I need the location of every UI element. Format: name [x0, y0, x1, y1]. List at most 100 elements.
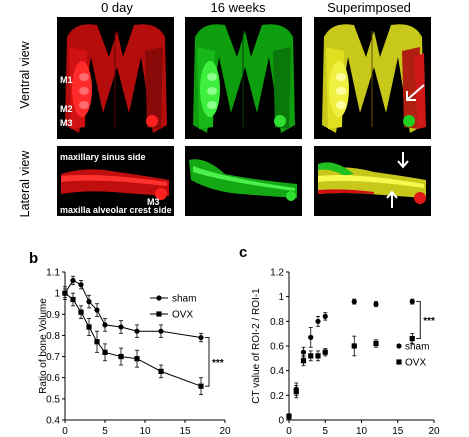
data-point [373, 301, 379, 307]
ventral-0day-render [65, 24, 167, 134]
y-tick-label: 0.5 [46, 394, 60, 405]
data-point [86, 324, 92, 330]
ventral-label-m2: M2 [60, 104, 73, 114]
significance-stars: *** [423, 316, 435, 327]
panel-letter-b: b [29, 250, 39, 267]
data-point [70, 296, 76, 303]
data-point [134, 356, 140, 362]
significance-stars: *** [212, 358, 224, 369]
legend-marker [396, 359, 402, 365]
data-point [351, 343, 357, 349]
x-tick-label: 15 [179, 426, 191, 437]
lateral-arrow-down-icon [397, 152, 409, 169]
data-point [286, 413, 292, 419]
ventral-16weeks-image [185, 17, 302, 139]
data-point [134, 328, 140, 334]
x-tick-label: 10 [356, 426, 368, 437]
row-label-ventral: Ventral view [18, 41, 32, 109]
data-point [198, 334, 204, 341]
data-point [158, 328, 164, 334]
data-point [300, 349, 307, 355]
legend-label: OVX [172, 310, 193, 321]
y-tick-label: 0.8 [270, 317, 284, 328]
lateral-superimposed-image [314, 146, 431, 216]
y-tick-label: 0.4 [270, 366, 284, 377]
data-point [198, 383, 204, 389]
series-ovx [286, 333, 415, 420]
y-axis-label: Ratio of bone Volume [38, 298, 49, 394]
data-point [78, 282, 84, 288]
significance-bracket [205, 337, 210, 387]
legend-label: sham [405, 342, 429, 353]
x-tick-label: 20 [428, 426, 440, 437]
x-tick-label: 0 [62, 426, 68, 437]
data-point [62, 290, 68, 296]
y-tick-label: 1.1 [46, 268, 60, 279]
data-point [78, 309, 84, 315]
data-point [409, 336, 415, 342]
x-tick-label: 5 [102, 426, 108, 437]
data-point [102, 322, 108, 328]
data-point [293, 389, 299, 395]
y-tick-label: 0.6 [46, 373, 60, 384]
series-line-ovx [64, 292, 202, 387]
y-tick-label: 1 [54, 289, 60, 300]
x-tick-label: 15 [392, 426, 404, 437]
legend-label: sham [172, 294, 196, 305]
lateral-superimposed-render [318, 162, 426, 204]
ventral-label-m3: M3 [60, 118, 73, 128]
data-point [118, 324, 124, 330]
panel-letter-c: c [239, 244, 248, 261]
data-point [315, 318, 321, 324]
x-tick-label: 5 [322, 426, 328, 437]
data-point [118, 353, 124, 360]
y-tick-label: 0.2 [270, 391, 284, 402]
data-point [300, 358, 307, 364]
significance-bracket [416, 301, 421, 340]
data-point [102, 349, 108, 355]
column-title-0day: 0 day [101, 0, 133, 15]
data-point [308, 334, 314, 340]
ventral-0day-image [57, 17, 174, 139]
lateral-label-sinus: maxillary sinus side [60, 152, 146, 162]
y-tick-label: 1.2 [270, 268, 284, 279]
lateral-16weeks-image [185, 146, 302, 216]
y-tick-label: 0.4 [46, 416, 60, 427]
y-tick-label: 0.6 [270, 342, 284, 353]
chart-ct-value-ratio: 00.20.40.60.811.205101520Weeks after tee… [251, 268, 440, 437]
data-point [70, 277, 76, 284]
data-point [322, 349, 328, 355]
x-tick-label: 10 [139, 426, 151, 437]
y-tick-label: 0 [278, 416, 284, 427]
y-tick-label: 1 [278, 292, 284, 303]
data-point [373, 340, 379, 347]
column-title-superimposed: Superimposed [327, 0, 411, 15]
data-point [94, 339, 100, 345]
ventral-arrow-icon [406, 84, 425, 101]
y-tick-label: 0.7 [46, 352, 60, 363]
data-point [351, 299, 357, 305]
data-point [409, 299, 415, 305]
data-point [322, 313, 328, 319]
data-point [158, 368, 164, 374]
row-label-lateral: Lateral view [18, 150, 32, 218]
lateral-arrow-up-icon [386, 190, 398, 208]
ventral-16weeks-render [193, 24, 295, 134]
ventral-superimposed-render [322, 24, 426, 134]
x-tick-label: 0 [286, 426, 292, 437]
data-point [86, 299, 92, 305]
data-point [94, 307, 100, 313]
lateral-label-crest: maxilla alveolar crest side [60, 205, 172, 215]
series-ovx [62, 288, 204, 396]
lateral-0day-image [57, 146, 174, 216]
lateral-0day-render [61, 169, 169, 200]
legend-marker [156, 311, 162, 317]
y-axis-label: CT value of ROI-2 / ROI-1 [251, 288, 262, 404]
legend-marker [396, 343, 402, 349]
column-title-16weeks: 16 weeks [210, 0, 266, 15]
ventral-superimposed-image [314, 17, 431, 139]
x-tick-label: 20 [219, 426, 231, 437]
y-tick-label: 0.9 [46, 310, 60, 321]
data-point [308, 353, 314, 359]
series-line-sham [64, 279, 202, 339]
